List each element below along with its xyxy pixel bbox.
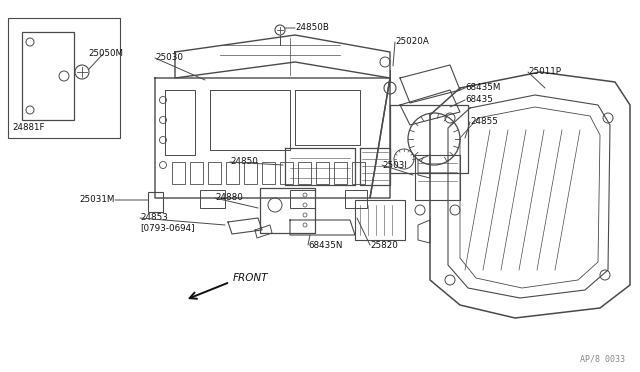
Text: 24853: 24853 xyxy=(140,214,168,222)
Text: 25031M: 25031M xyxy=(79,196,115,205)
Bar xyxy=(172,162,185,184)
Bar xyxy=(355,200,405,240)
Text: FRONT: FRONT xyxy=(233,273,269,283)
Bar xyxy=(244,162,257,184)
Text: 25820: 25820 xyxy=(370,241,398,250)
Bar xyxy=(8,18,120,138)
Text: 24850: 24850 xyxy=(230,157,258,167)
Text: 25050M: 25050M xyxy=(88,49,123,58)
Text: [0793-0694]: [0793-0694] xyxy=(140,224,195,232)
Text: 25020A: 25020A xyxy=(395,38,429,46)
Text: 24850B: 24850B xyxy=(295,23,329,32)
Text: 68435: 68435 xyxy=(465,96,493,105)
Bar xyxy=(334,162,347,184)
Bar xyxy=(298,162,311,184)
Text: 24880: 24880 xyxy=(215,193,243,202)
Text: 68435M: 68435M xyxy=(465,83,500,93)
Text: AP/8 0033: AP/8 0033 xyxy=(580,355,625,364)
Text: 24855: 24855 xyxy=(470,118,498,126)
Bar xyxy=(290,190,315,208)
Bar xyxy=(208,162,221,184)
Bar xyxy=(280,162,293,184)
Bar xyxy=(200,190,225,208)
Bar xyxy=(316,162,329,184)
Bar xyxy=(22,32,74,120)
Text: 24881F: 24881F xyxy=(12,124,45,132)
Bar xyxy=(148,192,163,212)
Text: 68435N: 68435N xyxy=(308,241,342,250)
Text: 25030: 25030 xyxy=(155,54,183,62)
Text: 25011P: 25011P xyxy=(528,67,561,77)
Bar xyxy=(262,162,275,184)
Bar xyxy=(260,188,315,233)
Bar xyxy=(226,162,239,184)
Bar xyxy=(345,190,367,208)
Bar xyxy=(352,162,365,184)
Bar xyxy=(190,162,203,184)
Text: 2503I: 2503I xyxy=(382,160,407,170)
